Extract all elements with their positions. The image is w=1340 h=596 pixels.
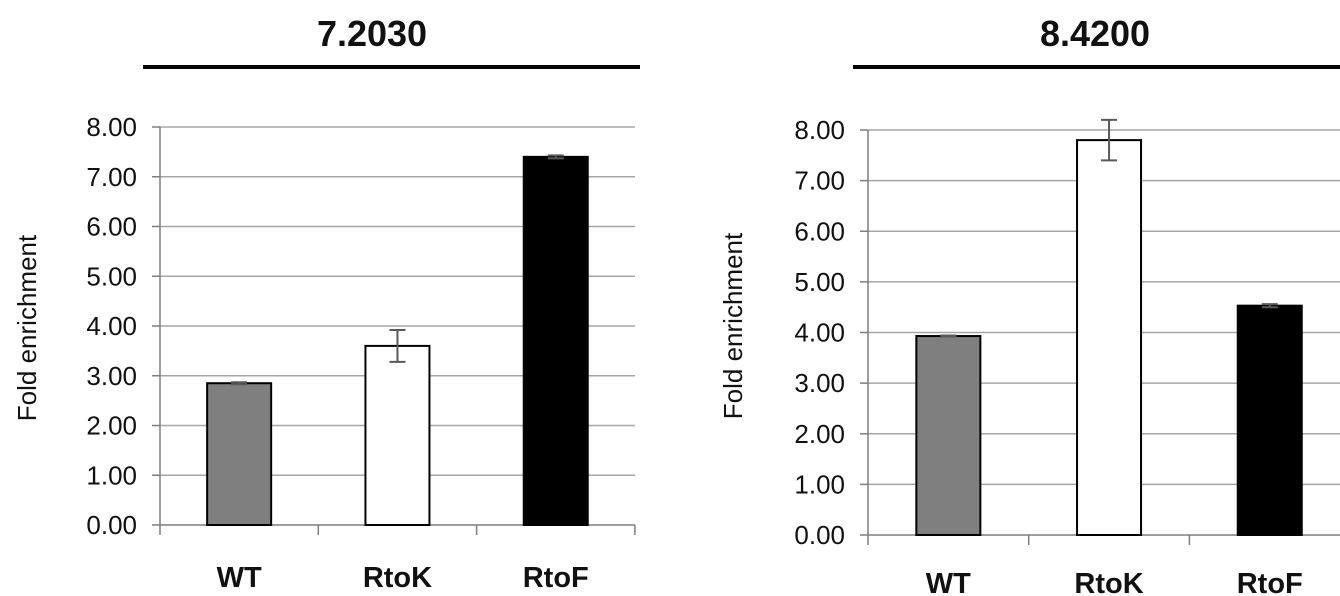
panel-1-y-tick-label: 6.00 <box>86 212 137 242</box>
panel-1-y-tick-label: 4.00 <box>86 311 137 341</box>
panel-2-bar-rtok <box>1076 139 1143 536</box>
panel-2-bar-wt <box>915 335 982 537</box>
panel-1-x-tick-label: WT <box>217 562 262 594</box>
panel-1-x-tick-label: RtoK <box>363 562 432 594</box>
panel-2-title: 8.4200 <box>1040 13 1150 54</box>
panel-1-bar-rtof <box>522 155 589 526</box>
panel-1-y-tick-label: 5.00 <box>86 261 137 291</box>
panel-2-y-tick-label: 8.00 <box>794 115 845 145</box>
panel-1-y-tick-label: 8.00 <box>86 112 137 142</box>
panel-1-bar-rtok <box>364 344 431 526</box>
panel-2-x-tick-label: WT <box>926 568 971 596</box>
panel-1-y-tick-label: 2.00 <box>86 411 137 441</box>
panel-1-y-tick-label: 3.00 <box>86 361 137 391</box>
panel-1-title: 7.2030 <box>317 13 427 54</box>
panel-2-x-tick-label: RtoK <box>1074 568 1143 596</box>
panel-2-y-tick-label: 4.00 <box>794 318 845 348</box>
panel-2-y-tick-label: 2.00 <box>794 419 845 449</box>
panel-1-x-tick-label: RtoF <box>523 562 589 594</box>
panel-2-y-tick-label: 7.00 <box>794 166 845 196</box>
panel-2-y-axis-label: Fold enrichment <box>718 232 748 419</box>
panel-2-bar-rtof <box>1236 304 1303 537</box>
panel-1-y-axis-label: Fold enrichment <box>12 234 42 421</box>
chart-panel-2: 8.4200 Fold enrichment 0.00 1.00 2.00 3.00 4… <box>718 13 1340 596</box>
panel-2-y-tick-label: 5.00 <box>794 267 845 297</box>
panel-2-y-tick-label: 1.00 <box>794 469 845 499</box>
panel-1-bar-wt <box>206 382 273 526</box>
panel-2-x-tick-label: RtoF <box>1237 568 1303 596</box>
panel-1-y-tick-label: 0.00 <box>86 510 137 540</box>
chart-panel-1: 7.2030 Fold enrichment 0.00 1.00 2.00 3.00 4… <box>12 13 640 594</box>
panel-2-y-tick-label: 3.00 <box>794 368 845 398</box>
panel-2-y-tick-label: 6.00 <box>794 216 845 246</box>
panel-2-y-tick-label: 0.00 <box>794 520 845 550</box>
panel-1-y-tick-label: 1.00 <box>86 460 137 490</box>
panel-1-y-tick-label: 7.00 <box>86 162 137 192</box>
